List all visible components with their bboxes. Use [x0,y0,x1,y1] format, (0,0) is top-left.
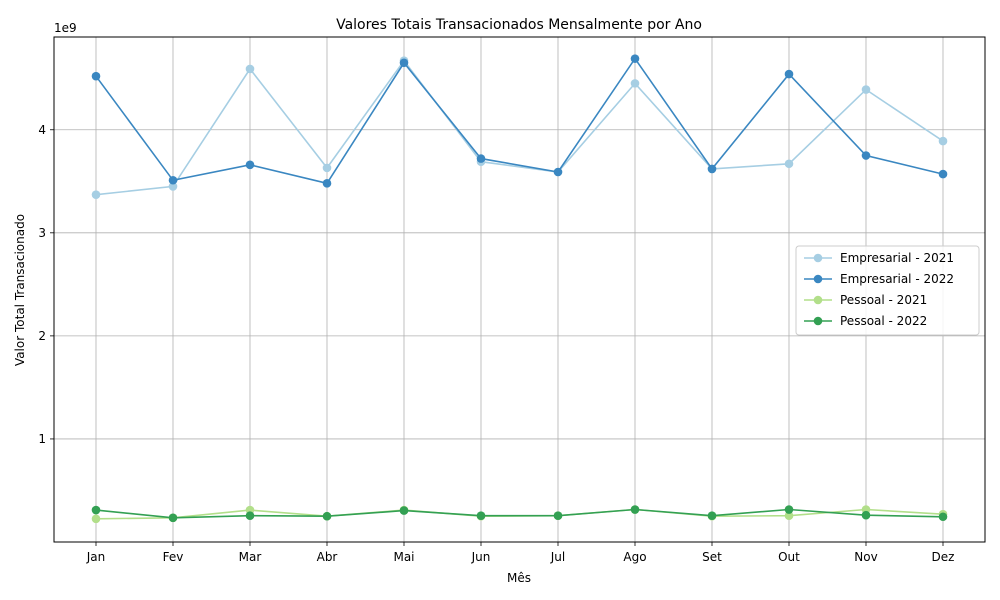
data-point [168,513,178,523]
legend-label: Pessoal - 2021 [840,293,927,307]
x-ticks: Jan Fev Mar Abr Mai Jun Jul Ago Set Out Nov Dez [86,542,955,564]
data-point [322,179,332,188]
data-point [322,511,332,521]
plot-frame [53,36,986,543]
x-tick-label: Mai [393,550,414,564]
data-point [322,163,332,173]
legend-item: Pessoal - 2021 [804,293,927,307]
series-4 [91,505,948,523]
x-tick-label: Jul [550,550,565,564]
data-point [784,511,794,521]
x-tick-label: Out [778,550,800,564]
legend-marker [813,295,823,305]
data-point [861,151,871,160]
data-point [938,169,948,179]
x-tick-label: Nov [854,550,877,564]
data-point [168,182,178,191]
y-tick-label: 1 [38,432,46,446]
x-tick-label: Jun [471,550,491,564]
data-point [245,64,255,74]
data-point [91,505,101,515]
data-point [399,506,409,515]
y-tick-label: 2 [38,329,46,343]
y-ticks: 1 2 3 4 [38,123,54,446]
x-tick-label: Jan [86,550,106,564]
y-tick-label: 3 [38,226,46,240]
data-point [245,160,255,170]
data-point [476,154,486,163]
data-point [91,190,101,199]
legend-label: Pessoal - 2022 [840,314,927,328]
x-tick-label: Mar [239,550,262,564]
series-line [95,59,944,196]
data-point [707,164,717,174]
data-point [553,167,563,177]
series-layer [91,54,948,524]
data-point [707,511,717,521]
data-point [784,159,794,169]
series-line [95,57,944,185]
legend-label: Empresarial - 2021 [840,251,954,265]
data-point [784,505,794,514]
series-1 [91,56,948,199]
data-point [630,505,640,514]
legend-marker [813,274,823,284]
data-point [245,511,255,521]
data-point [630,54,640,63]
data-point [168,175,178,185]
legend: Empresarial - 2021 Empresarial - 2022 Pess… [795,245,980,336]
data-point [938,512,948,522]
legend-frame [795,245,980,336]
data-point [476,511,486,521]
data-point [91,514,101,524]
y-tick-label: 4 [38,123,46,137]
series-line [95,508,944,519]
data-point [630,79,640,88]
data-point [399,58,409,68]
y-axis-offset-label: 1e9 [54,21,77,35]
legend-item: Empresarial - 2021 [804,251,954,265]
x-tick-label: Set [702,550,722,564]
data-point [938,136,948,146]
data-point [861,85,871,94]
legend-label: Empresarial - 2022 [840,272,954,286]
x-tick-label: Ago [623,550,646,564]
x-axis-label: Mês [507,571,531,585]
grid [54,37,985,542]
chart-title: Valores Totais Transacionados Mensalment… [336,17,702,33]
legend-marker [813,316,823,326]
x-tick-label: Fev [163,550,184,564]
data-point [861,510,871,520]
data-point [784,69,794,79]
data-point [91,71,101,81]
series-2 [91,54,948,188]
x-tick-label: Abr [317,550,338,564]
legend-marker [813,253,823,263]
y-axis-label: Valor Total Transacionado [13,214,27,366]
data-point [553,511,563,521]
series-3 [91,505,948,524]
x-tick-label: Dez [932,550,955,564]
legend-item: Pessoal - 2022 [804,314,927,328]
legend-item: Empresarial - 2022 [804,272,954,286]
